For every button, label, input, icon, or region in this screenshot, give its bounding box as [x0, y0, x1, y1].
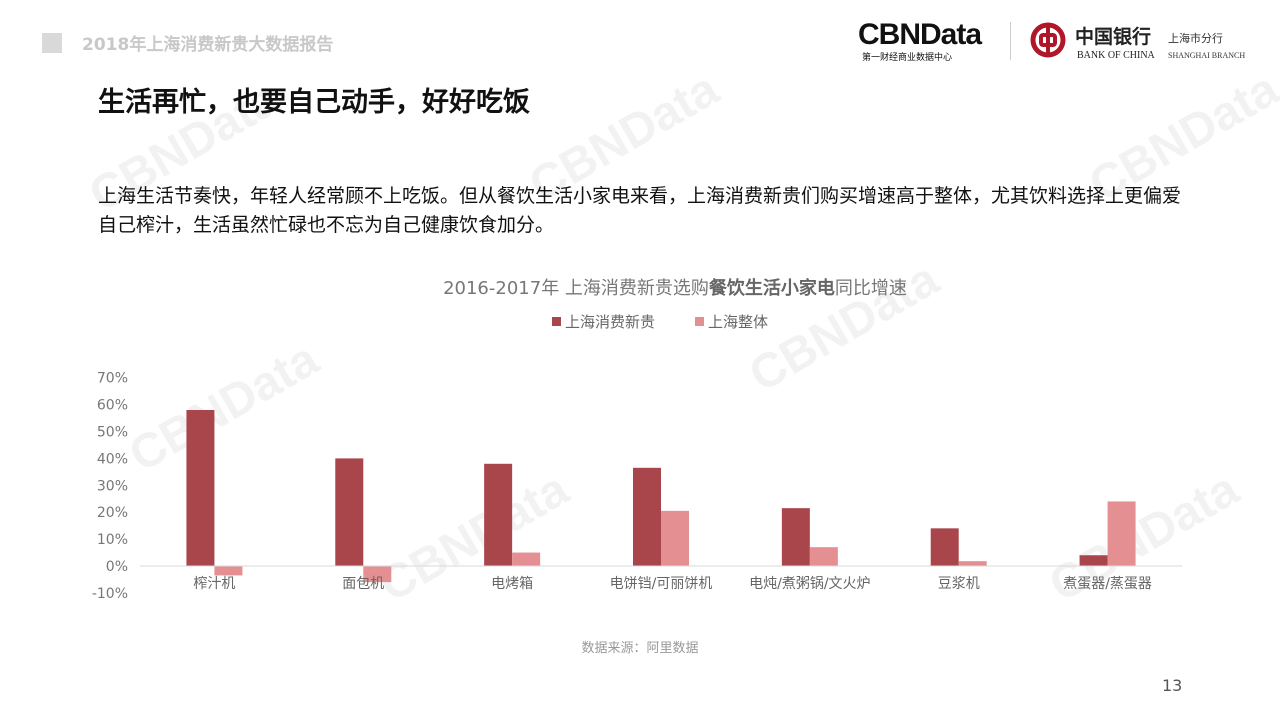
legend-item: 上海整体 [695, 311, 768, 332]
report-title: 2018年上海消费新贵大数据报告 [82, 35, 334, 55]
y-tick-label: 40% [97, 451, 128, 467]
boc-name: 中国银行 [1075, 26, 1152, 48]
y-tick-label: 0% [106, 559, 128, 575]
bank-of-china-logo-icon [1030, 22, 1066, 58]
bar [335, 458, 364, 566]
legend-swatch [552, 317, 561, 326]
bar [1079, 555, 1108, 566]
chart-title: 2016-2017年 上海消费新贵选购餐饮生活小家电同比增速 [0, 274, 1280, 300]
bar [1107, 501, 1136, 566]
cbndata-subtitle: 第一财经商业数据中心 [862, 53, 953, 63]
y-tick-label: 20% [97, 505, 128, 521]
x-tick-label: 电烤箱 [491, 576, 533, 592]
bar [633, 467, 661, 566]
x-tick-label: 面包机 [342, 576, 384, 592]
legend-label: 上海消费新贵 [565, 313, 656, 331]
legend-item: 上海消费新贵 [552, 311, 655, 332]
chart-title-suffix: 同比增速 [834, 278, 907, 299]
x-tick-label: 电饼铛/可丽饼机 [610, 576, 713, 592]
legend-swatch [695, 317, 705, 326]
chart-title-bold: 餐饮生活小家电 [708, 278, 835, 299]
bar [958, 561, 987, 566]
bar [186, 409, 215, 566]
bar [809, 547, 838, 566]
bar [781, 508, 810, 566]
bar [930, 528, 959, 566]
data-source: 数据来源：阿里数据 [581, 641, 699, 656]
bar [363, 566, 392, 583]
y-tick-label: 70% [97, 371, 128, 387]
boc-english: BANK OF CHINA [1077, 50, 1155, 61]
y-tick-label: -10% [92, 586, 128, 602]
bar [661, 510, 689, 566]
bar [512, 552, 541, 566]
boc-branch-english: SHANGHAI BRANCH [1168, 51, 1246, 60]
legend-label: 上海整体 [708, 313, 769, 331]
y-tick-label: 50% [97, 425, 128, 441]
x-tick-label: 榨汁机 [193, 575, 235, 592]
cbndata-logo: CBNData [858, 18, 982, 51]
y-tick-label: 30% [97, 478, 128, 494]
legend: 上海消费新贵 上海整体 [552, 311, 768, 332]
y-tick-label: 60% [97, 398, 128, 414]
bar [484, 463, 513, 566]
page-title: 生活再忙，也要自己动手，好好吃饭 [98, 87, 530, 118]
x-tick-label: 豆浆机 [938, 576, 980, 592]
boc-branch: 上海市分行 [1168, 32, 1223, 45]
bar [214, 566, 243, 576]
x-tick-label: 电炖/煮粥锅/文火炉 [749, 575, 870, 592]
x-tick-label: 煮蛋器/蒸蛋器 [1063, 576, 1152, 592]
description: 上海生活节奏快，年轻人经常顾不上吃饭。但从餐饮生活小家电来看，上海消费新贵们购买… [98, 185, 1182, 236]
logo-divider [1010, 22, 1011, 60]
page-number: 13 [1162, 676, 1183, 695]
header-square [42, 33, 62, 53]
chart-title-prefix: 2016-2017年 上海消费新贵选购 [443, 278, 709, 299]
y-tick-label: 10% [97, 532, 128, 548]
